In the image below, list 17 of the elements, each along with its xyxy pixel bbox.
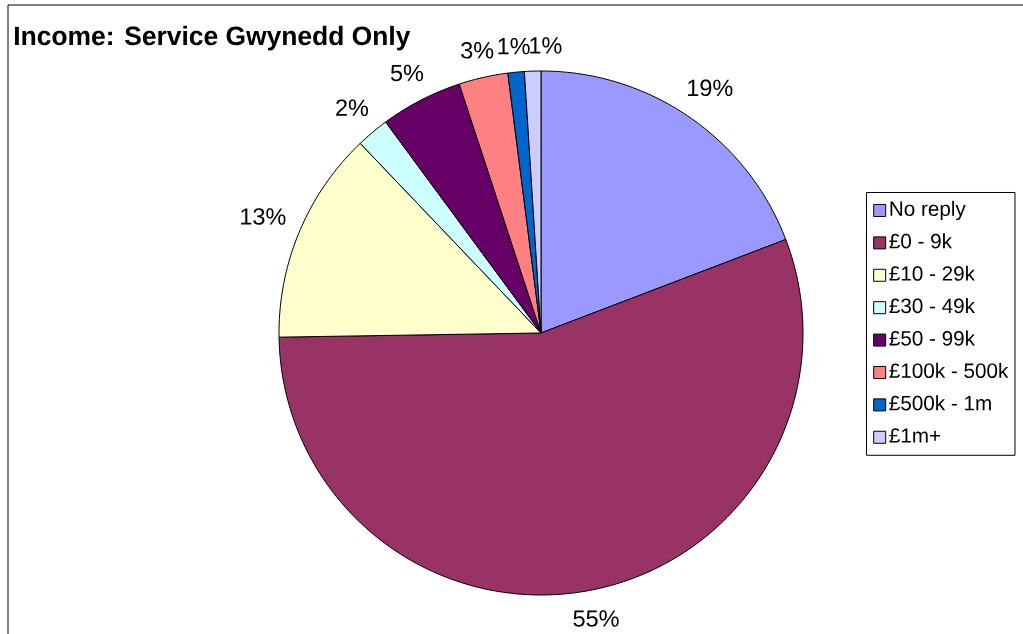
legend-label: £1m+ — [889, 428, 941, 443]
data-label: 1% — [498, 37, 530, 55]
chart-title: Income: Service Gwynedd Only — [15, 25, 411, 51]
legend-label: £30 - 49k — [889, 298, 975, 314]
legend-label: £500k - 1m — [889, 395, 991, 411]
data-label: 1% — [530, 37, 562, 54]
legend-label: £50 - 99k — [889, 330, 975, 346]
data-label: 19% — [688, 79, 733, 97]
data-label: 13% — [241, 208, 286, 225]
data-label: 2% — [336, 99, 369, 116]
legend-label: £0 - 9k — [889, 233, 953, 249]
legend-label: £10 - 29k — [889, 265, 975, 281]
legend-label: No reply — [890, 200, 966, 221]
data-label: 55% — [573, 610, 619, 627]
legend-label: £100k - 500k — [889, 362, 1009, 379]
data-label: 3% — [461, 42, 494, 59]
data-label: 5% — [390, 64, 424, 82]
